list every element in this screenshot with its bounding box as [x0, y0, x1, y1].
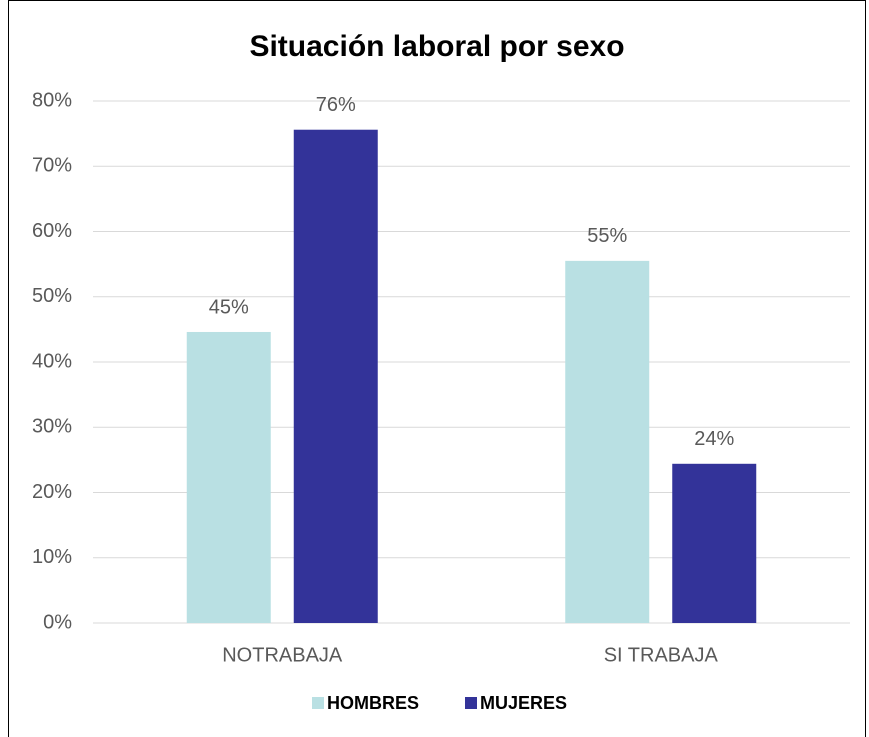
bar: [293, 129, 378, 623]
bar: [186, 331, 271, 623]
bar: [672, 463, 757, 623]
chart-border: [8, 0, 866, 737]
data-label: 55%: [587, 225, 627, 247]
data-label: 24%: [694, 428, 734, 450]
legend-swatch: [465, 697, 477, 709]
y-tick-label: 20%: [32, 481, 72, 503]
y-tick-label: 40%: [32, 350, 72, 372]
x-tick-label: SI TRABAJA: [604, 644, 719, 666]
legend-label: MUJERES: [480, 693, 567, 713]
legend-label: HOMBRES: [327, 693, 419, 713]
data-label: 76%: [316, 94, 356, 116]
y-tick-label: 80%: [32, 89, 72, 111]
legend-swatch: [312, 697, 324, 709]
chart-title: Situación laboral por sexo: [249, 30, 624, 63]
x-tick-label: NOTRABAJA: [222, 644, 343, 666]
y-tick-label: 60%: [32, 220, 72, 242]
y-tick-label: 30%: [32, 416, 72, 438]
y-tick-label: 0%: [43, 611, 72, 633]
data-label: 45%: [209, 296, 249, 318]
y-tick-label: 70%: [32, 155, 72, 177]
y-tick-label: 10%: [32, 546, 72, 568]
y-tick-label: 50%: [32, 285, 72, 307]
bar: [565, 260, 650, 623]
